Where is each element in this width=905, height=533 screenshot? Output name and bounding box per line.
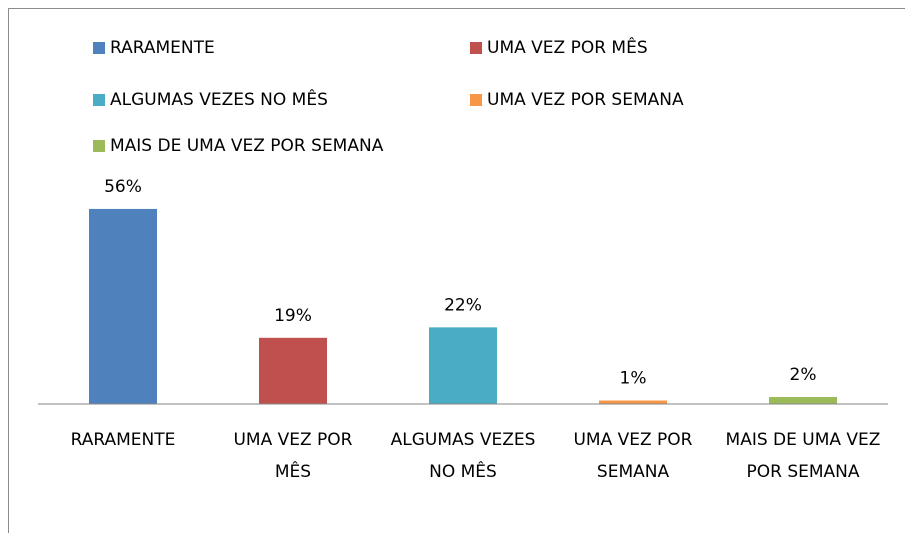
legend-swatch <box>470 94 482 106</box>
legend-label: UMA VEZ POR MÊS <box>487 36 648 58</box>
legend-swatch <box>93 42 105 54</box>
x-tick-label: MAIS DE UMA VEZ POR SEMANA <box>726 430 881 482</box>
data-label: 56% <box>104 177 142 197</box>
legend-label: UMA VEZ POR SEMANA <box>487 90 684 110</box>
x-tick-label: RARAMENTE <box>71 430 176 450</box>
legend-label: RARAMENTE <box>110 38 215 58</box>
legend-label: ALGUMAS VEZES NO MÊS <box>110 88 328 110</box>
data-label: 2% <box>790 365 817 385</box>
chart-frame <box>8 8 905 533</box>
legend-swatch <box>93 140 105 152</box>
bar <box>599 400 667 404</box>
legend-swatch <box>470 42 482 54</box>
legend-label: MAIS DE UMA VEZ POR SEMANA <box>110 136 384 156</box>
data-label: 19% <box>274 306 312 326</box>
x-tick-label: UMA VEZ POR SEMANA <box>573 430 692 482</box>
data-label: 22% <box>444 295 482 315</box>
bar <box>429 327 497 404</box>
x-tick-label: ALGUMAS VEZES NO MÊS <box>391 430 536 482</box>
x-tick-label: UMA VEZ POR MÊS <box>233 430 352 482</box>
bar <box>259 337 327 404</box>
data-label: 1% <box>620 369 647 389</box>
bar <box>769 397 837 404</box>
bar <box>89 208 157 404</box>
legend-swatch <box>93 94 105 106</box>
